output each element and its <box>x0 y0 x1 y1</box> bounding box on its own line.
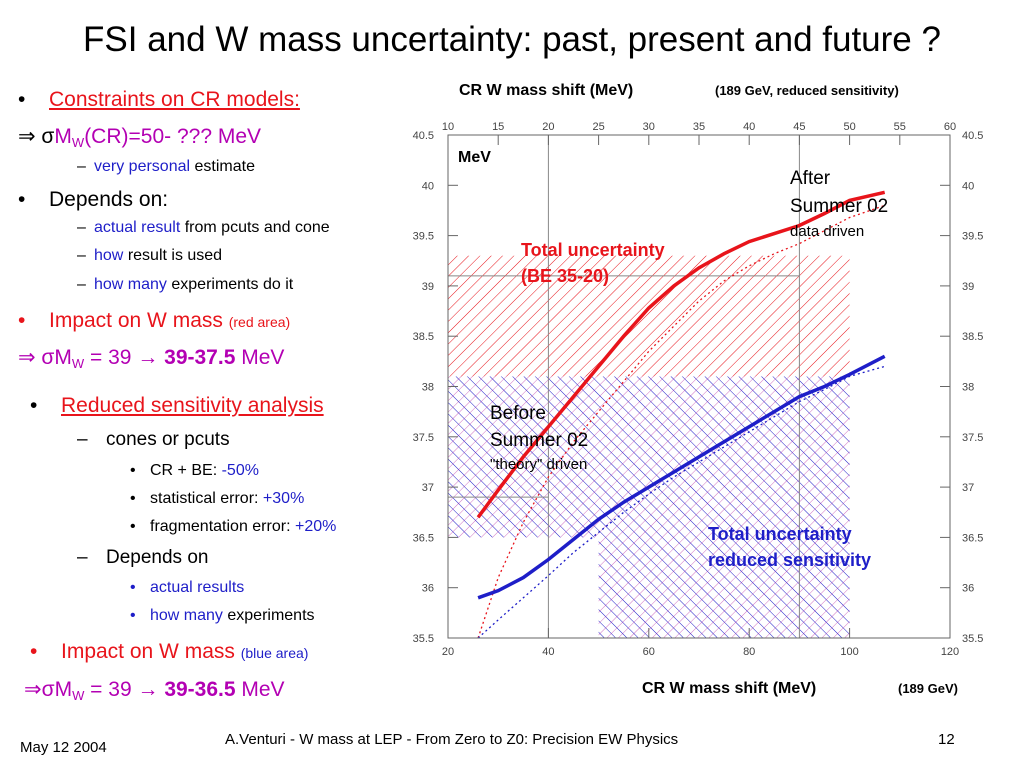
y-tick-label-left: 37.5 <box>413 432 434 444</box>
y-tick-label-right: 35.5 <box>962 633 983 645</box>
area-0 <box>448 255 850 377</box>
y-tick-label-left: 38.5 <box>413 331 434 343</box>
top-x-tick-label: 35 <box>693 121 705 133</box>
depends-item-3: – how many experiments do it <box>77 276 294 293</box>
bullet-impact-blue: • Impact on W mass (blue area) <box>30 640 309 663</box>
before-label-2: Summer 02 <box>490 430 588 451</box>
red-series-label-1: Total uncertainty <box>521 240 665 260</box>
y-tick-label-right: 37.5 <box>962 432 983 444</box>
reduced-sub-4: • actual results <box>130 579 245 596</box>
y-tick-label-left: 40 <box>422 180 434 192</box>
blue-series-label-1: Total uncertainty <box>708 524 852 544</box>
reduced-sub-3: • fragmentation error: +20% <box>130 518 337 535</box>
constraints-formula: ⇒ σMW(CR)=50- ??? MeV <box>18 125 262 150</box>
impact-red-formula: ⇒ σMW = 39 → 39-37.5 MeV <box>18 346 285 371</box>
x-tick-label: 100 <box>840 646 858 658</box>
y-tick-label-right: 40.5 <box>962 130 983 142</box>
x-tick-label: 60 <box>643 646 655 658</box>
constraints-estimate: – very personal estimate <box>77 158 255 175</box>
footer-center: A.Venturi - W mass at LEP - From Zero to… <box>225 731 679 748</box>
y-tick-label-left: 37 <box>422 482 434 494</box>
series-group <box>476 190 886 639</box>
impact-blue-formula: ⇒σMW = 39 → 39-36.5 MeV <box>24 678 285 703</box>
reference-lines <box>448 135 800 638</box>
y-tick-label-right: 38.5 <box>962 331 983 343</box>
top-x-tick-label: 15 <box>492 121 504 133</box>
y-tick-label-right: 40 <box>962 180 974 192</box>
depends-item-1: – actual result from pcuts and cone <box>77 219 330 236</box>
top-x-tick-label: 55 <box>894 121 906 133</box>
y-tick-label-right: 39.5 <box>962 231 983 243</box>
before-label-3: "theory" driven <box>490 456 587 473</box>
x-tick-label: 20 <box>442 646 454 658</box>
reduced-sub-1: • CR + BE: -50% <box>130 462 259 479</box>
y-tick-label-right: 39 <box>962 281 974 293</box>
reduced-sub-2: • statistical error: +30% <box>130 490 305 507</box>
y-tick-label-left: 38 <box>422 382 434 394</box>
x-axis-title: CR W mass shift (MeV) <box>642 680 816 697</box>
y-tick-label-right: 36.5 <box>962 532 983 544</box>
y-tick-label-left: 39 <box>422 281 434 293</box>
series-line-2 <box>477 354 886 600</box>
top-x-tick-label: 10 <box>442 121 454 133</box>
after-label-3: data driven <box>790 223 864 240</box>
area-overlay-1 <box>598 376 850 638</box>
footer-page: 12 <box>938 731 955 748</box>
chart-title-small: (189 GeV, reduced sensitivity) <box>715 83 899 98</box>
after-label-2: Summer 02 <box>790 196 888 217</box>
slide-title: FSI and W mass uncertainty: past, presen… <box>83 20 941 59</box>
red-series-label-2: (BE 35-20) <box>521 266 609 286</box>
x-tick-label: 40 <box>542 646 554 658</box>
cr-mass-shift-chart: CR W mass shift (MeV) (189 GeV, reduced … <box>413 82 984 697</box>
y-tick-label-left: 36.5 <box>413 532 434 544</box>
axes-group: 35.5 35.5 36 36 36.5 36.5 37 37 37.5 37.5 38 38 38.5… <box>413 121 984 658</box>
top-x-tick-label: 50 <box>843 121 855 133</box>
top-x-tick-label: 40 <box>743 121 755 133</box>
y-tick-label-left: 39.5 <box>413 231 434 243</box>
constraints-heading: Constraints on CR models: <box>49 88 300 111</box>
bullet-reduced: • Reduced sensitivity analysis <box>30 394 324 417</box>
chart-title: CR W mass shift (MeV) <box>459 82 633 99</box>
y-tick-label-right: 36 <box>962 583 974 595</box>
x-axis-title-small: (189 GeV) <box>898 681 958 696</box>
y-tick-label-left: 40.5 <box>413 130 434 142</box>
x-tick-label: 80 <box>743 646 755 658</box>
depends-item-2: – how result is used <box>77 247 223 264</box>
y-tick-label-left: 36 <box>422 583 434 595</box>
reduced-item-cones: – cones or pcuts <box>77 429 230 450</box>
bullet-dot: • <box>18 88 26 111</box>
blue-series-label-2: reduced sensitivity <box>708 550 871 570</box>
footer-date: May 12 2004 <box>20 739 107 756</box>
unit-label: MeV <box>458 149 491 166</box>
reduced-item-depends: – Depends on <box>77 547 209 568</box>
top-x-tick-label: 30 <box>643 121 655 133</box>
top-x-tick-label: 20 <box>542 121 554 133</box>
bullet-constraints: • Constraints on CR models: <box>18 88 300 112</box>
y-tick-label-left: 35.5 <box>413 633 434 645</box>
bullet-impact-red: • Impact on W mass (red area) <box>18 309 291 332</box>
x-tick-label: 120 <box>941 646 959 658</box>
top-x-tick-label: 25 <box>592 121 604 133</box>
y-tick-label-right: 38 <box>962 382 974 394</box>
top-x-tick-label: 60 <box>944 121 956 133</box>
before-label-1: Before <box>490 403 546 424</box>
annotations: After Summer 02 data driven Before Summe… <box>490 168 888 570</box>
bullet-depends: • Depends on: <box>18 188 169 211</box>
series-line-0 <box>476 190 886 519</box>
top-x-tick-label: 45 <box>793 121 805 133</box>
y-tick-label-right: 37 <box>962 482 974 494</box>
after-label-1: After <box>790 168 831 189</box>
reduced-sub-5: • how many experiments <box>130 607 315 624</box>
